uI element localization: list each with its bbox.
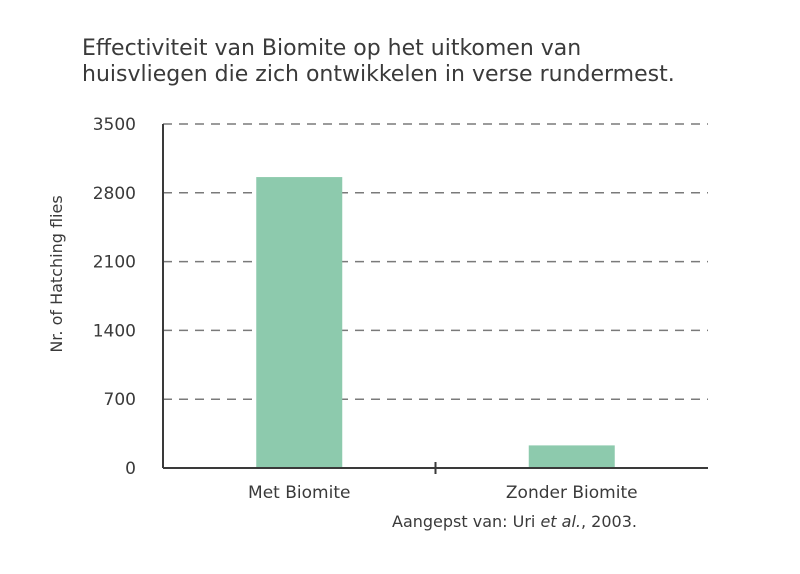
y-axis-label: Nr. of Hatching flies <box>47 195 66 352</box>
source-note: Aangepst van: Uri et al., 2003. <box>392 512 637 531</box>
y-tick-label-1400: 1400 <box>93 321 136 341</box>
axes <box>162 124 708 474</box>
y-tick-label-3500: 3500 <box>93 115 136 135</box>
y-tick-label-700: 700 <box>104 390 136 410</box>
bars <box>256 177 615 468</box>
gridlines <box>163 123 708 400</box>
chart-title-line-2: huisvliegen die zich ontwikkelen in vers… <box>82 62 675 87</box>
labels: 0 700 1400 2100 2800 3500 Met Biomite Zonder Bi… <box>47 115 638 503</box>
x-tick-label-met-biomite: Met Biomite <box>248 483 350 503</box>
y-tick-label-0: 0 <box>125 459 136 479</box>
bar-met-biomite <box>256 177 343 468</box>
bar-zonder-biomite <box>528 445 615 468</box>
x-tick-label-zonder-biomite: Zonder Biomite <box>506 483 638 503</box>
chart-title: Effectiviteit van Biomite op het uitkome… <box>82 36 772 88</box>
source-italic: et al. <box>540 512 581 531</box>
y-tick-label-2800: 2800 <box>93 184 136 204</box>
source-suffix: , 2003. <box>581 512 637 531</box>
y-tick-label-2100: 2100 <box>93 253 136 273</box>
chart-title-line-1: Effectiviteit van Biomite op het uitkome… <box>82 36 582 61</box>
source-prefix: Aangepst van: Uri <box>392 512 541 531</box>
